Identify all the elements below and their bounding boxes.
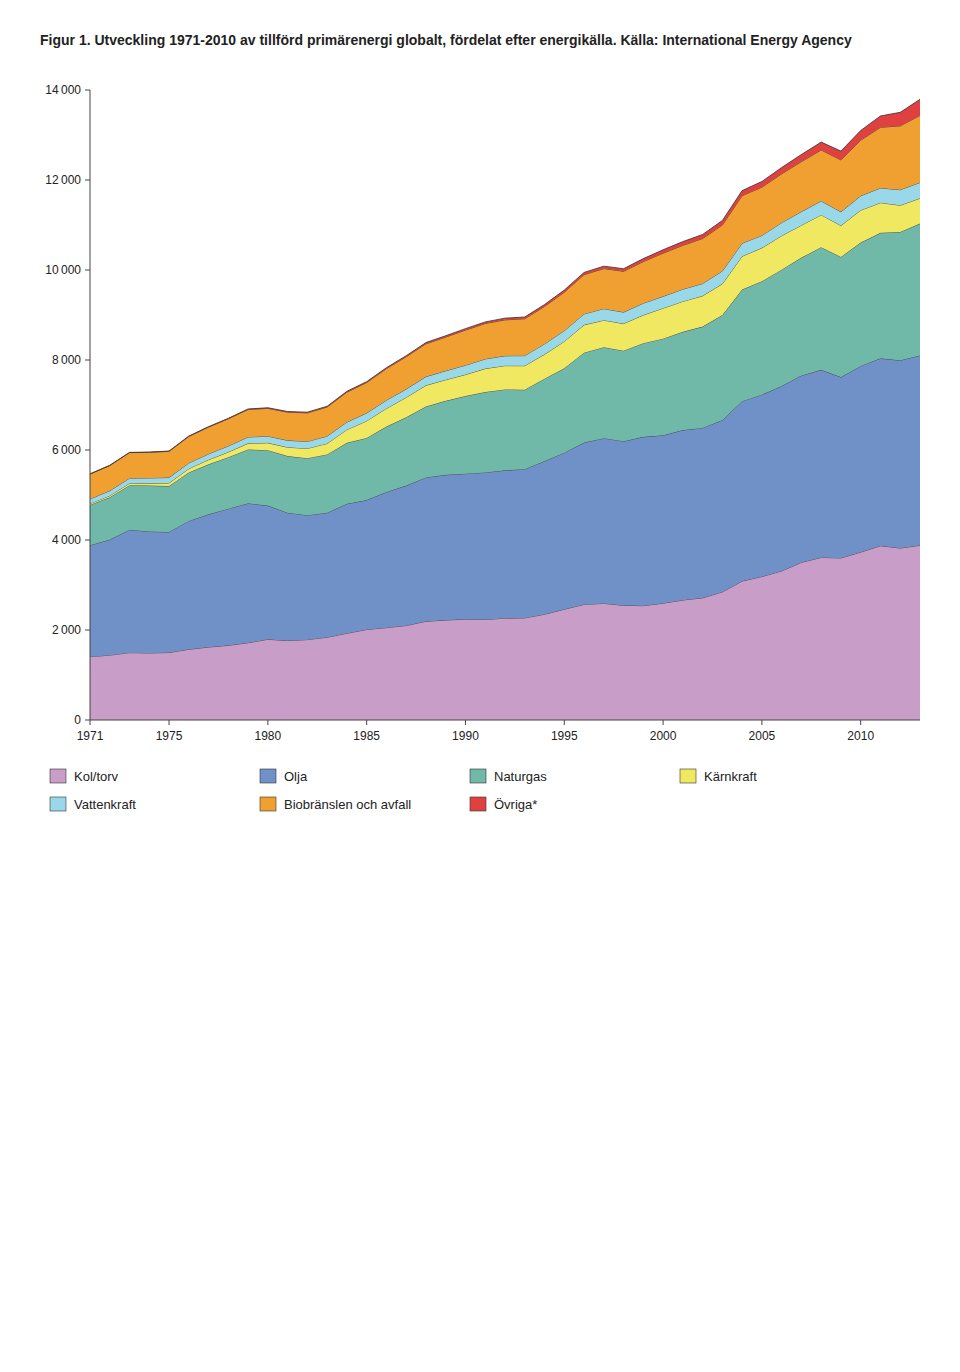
x-tick-label: 1985 <box>353 729 380 743</box>
y-tick <box>85 360 90 361</box>
axes: 0 2 000 4 000 6 000 8 000 10 000 12 000 14 000 1… <box>45 83 920 743</box>
legend-label: Övriga* <box>494 797 537 812</box>
x-tick-label: 1995 <box>551 729 578 743</box>
x-tick <box>860 720 861 725</box>
chart-title: Figur 1. Utveckling 1971-2010 av tillför… <box>40 32 852 48</box>
x-tick <box>366 720 367 725</box>
y-tick-label: 14 000 <box>45 83 81 97</box>
legend-swatch <box>470 797 486 811</box>
y-tick-label: 6 000 <box>52 443 81 457</box>
x-tick-label: 1990 <box>452 729 479 743</box>
legend-label: Olja <box>284 769 308 784</box>
legend-label: Biobränslen och avfall <box>284 797 411 812</box>
y-tick-label: 10 000 <box>45 263 81 277</box>
x-tick-label: 2000 <box>650 729 677 743</box>
y-tick <box>85 630 90 631</box>
area-edge <box>90 115 920 474</box>
y-tick-label: 4 000 <box>52 533 81 547</box>
y-tick <box>85 270 90 271</box>
y-tick <box>85 180 90 181</box>
legend-swatch <box>680 769 696 783</box>
y-axis-line <box>90 90 91 720</box>
legend-swatch <box>260 797 276 811</box>
legend-label: Kärnkraft <box>704 769 757 784</box>
legend-label: Naturgas <box>494 769 547 784</box>
plot-area <box>90 99 920 720</box>
x-tick <box>465 720 466 725</box>
x-tick <box>663 720 664 725</box>
y-tick <box>85 450 90 451</box>
y-tick-label: 8 000 <box>52 353 81 367</box>
x-tick-label: 2005 <box>749 729 776 743</box>
legend: Kol/torv Olja Naturgas Kärnkraft Vattenkraft… <box>50 769 757 812</box>
area-edge <box>90 99 920 474</box>
legend-label: Vattenkraft <box>74 797 136 812</box>
legend-swatch <box>260 769 276 783</box>
legend-label: Kol/torv <box>74 769 119 784</box>
legend-swatch <box>50 797 66 811</box>
y-tick <box>85 90 90 91</box>
legend-swatch <box>50 769 66 783</box>
legend-swatch <box>470 769 486 783</box>
x-tick-label: 1971 <box>77 729 104 743</box>
x-tick-label: 1980 <box>255 729 282 743</box>
x-tick <box>169 720 170 725</box>
y-tick-label: 12 000 <box>45 173 81 187</box>
chart: Figur 1. Utveckling 1971-2010 av tillför… <box>0 0 960 1372</box>
x-tick-label: 2010 <box>847 729 874 743</box>
x-tick-label: 1975 <box>156 729 183 743</box>
x-axis-line <box>90 720 920 721</box>
x-tick <box>90 720 91 725</box>
y-tick <box>85 540 90 541</box>
y-tick <box>85 720 90 721</box>
x-tick <box>267 720 268 725</box>
x-tick <box>564 720 565 725</box>
y-tick-label: 2 000 <box>52 623 81 637</box>
x-tick <box>761 720 762 725</box>
area <box>90 99 920 474</box>
y-tick-label: 0 <box>74 713 81 727</box>
area <box>90 115 920 499</box>
